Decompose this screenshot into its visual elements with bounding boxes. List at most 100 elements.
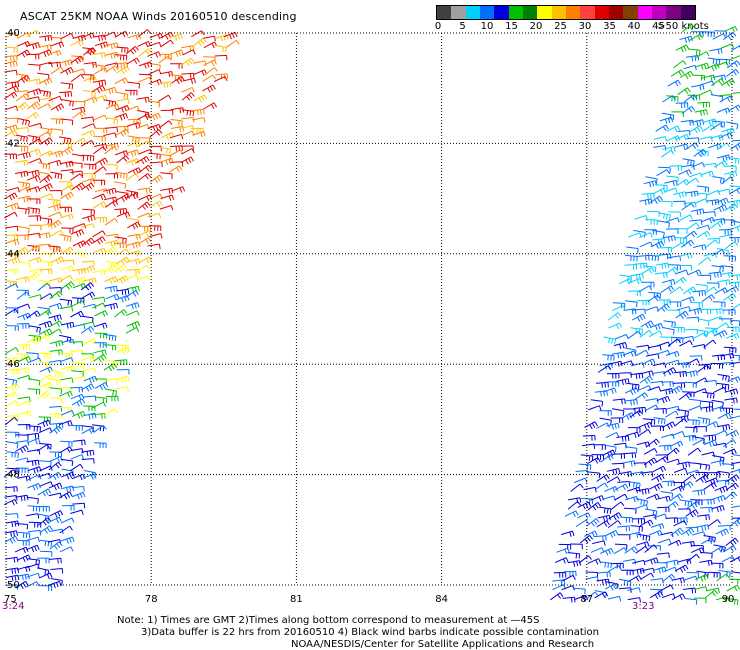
wind-barb: [717, 412, 732, 419]
wind-barb: [61, 365, 75, 373]
wind-barb: [696, 514, 710, 521]
wind-barb: [679, 264, 692, 271]
wind-barb: [70, 509, 84, 516]
wind-barb: [695, 283, 708, 291]
wind-barb: [686, 358, 700, 366]
wind-barb: [170, 161, 184, 167]
wind-barb: [72, 439, 86, 446]
wind-barb: [91, 84, 106, 94]
wind-barb: [612, 398, 626, 405]
wind-barb: [94, 41, 109, 49]
wind-barb: [666, 405, 680, 412]
wind-barb: [707, 57, 721, 65]
wind-barb: [94, 188, 109, 194]
swath-time-right: 3:23: [632, 601, 654, 612]
wind-barb: [585, 576, 599, 582]
wind-barb: [28, 157, 43, 164]
wind-barb: [5, 513, 19, 519]
wind-barb: [137, 137, 151, 144]
wind-barb: [59, 59, 73, 67]
wind-barb: [58, 491, 73, 500]
wind-barb: [26, 53, 40, 60]
wind-barb: [49, 541, 63, 550]
wind-barb: [597, 365, 612, 373]
wind-barb: [92, 247, 107, 255]
wind-barb: [37, 488, 52, 497]
wind-barb: [627, 587, 641, 593]
wind-barb: [70, 55, 84, 64]
wind-barb: [599, 561, 612, 569]
wind-barb: [6, 187, 20, 193]
wind-barb: [715, 322, 730, 330]
wind-barb: [38, 89, 51, 98]
wind-barb: [3, 469, 17, 478]
wind-barb: [617, 481, 631, 487]
wind-barb: [726, 157, 740, 164]
wind-barb: [39, 268, 53, 275]
wind-barb: [70, 448, 84, 454]
wind-barb: [686, 572, 699, 578]
wind-barb: [714, 485, 729, 494]
wind-barb: [16, 434, 29, 441]
wind-barb: [148, 233, 163, 239]
wind-barb: [696, 224, 711, 231]
wind-barb: [669, 165, 682, 171]
wind-barb: [669, 286, 684, 295]
wind-barb: [731, 303, 740, 310]
wind-barb: [71, 491, 86, 500]
wind-barb: [703, 162, 717, 169]
wind-barb: [715, 61, 729, 67]
wind-barb: [27, 135, 40, 143]
wind-barb: [622, 558, 637, 565]
wind-barb: [104, 217, 119, 226]
longitude-label: 87: [580, 594, 593, 605]
wind-barb: [626, 246, 639, 254]
wind-barb: [92, 79, 107, 87]
wind-barb: [17, 225, 30, 234]
wind-barb: [191, 30, 205, 38]
wind-barb: [717, 373, 730, 382]
wind-barb: [27, 244, 40, 252]
wind-barb: [637, 533, 651, 542]
wind-barb: [26, 335, 41, 345]
wind-barb: [681, 105, 695, 115]
wind-barb: [731, 571, 740, 574]
wind-barb: [675, 133, 690, 141]
wind-barb: [652, 187, 667, 195]
wind-barb: [695, 62, 710, 70]
wind-barb: [729, 556, 740, 563]
wind-barb: [17, 374, 31, 381]
wind-barb: [608, 312, 622, 321]
wind-barb: [625, 254, 638, 262]
wind-barb: [92, 230, 106, 238]
wind-barb: [700, 406, 714, 413]
wind-barb: [706, 282, 720, 289]
wind-barb: [72, 361, 86, 369]
wind-barb: [679, 214, 693, 221]
wind-barb: [658, 299, 671, 306]
wind-barb: [643, 447, 658, 455]
wind-barb: [136, 96, 150, 103]
wind-barb: [17, 410, 32, 418]
wind-barb: [606, 373, 620, 379]
wind-barb: [59, 357, 74, 363]
wind-barb: [723, 292, 737, 302]
wind-barb: [192, 117, 206, 123]
wind-barb: [16, 303, 31, 309]
wind-barb: [686, 222, 700, 231]
colorbar-swatch: [522, 6, 538, 19]
wind-barb: [713, 442, 727, 449]
wind-barb: [573, 587, 586, 595]
wind-barb: [602, 495, 616, 501]
wind-barb: [701, 124, 716, 133]
wind-barb: [50, 171, 63, 180]
wind-barb: [5, 415, 19, 421]
wind-barb: [592, 540, 606, 546]
wind-barb: [126, 268, 140, 275]
wind-barb: [147, 69, 162, 76]
wind-barb: [14, 246, 29, 256]
wind-barb: [646, 254, 659, 262]
wind-barb: [698, 308, 712, 315]
wind-barb: [226, 39, 240, 48]
wind-barb: [116, 369, 130, 375]
